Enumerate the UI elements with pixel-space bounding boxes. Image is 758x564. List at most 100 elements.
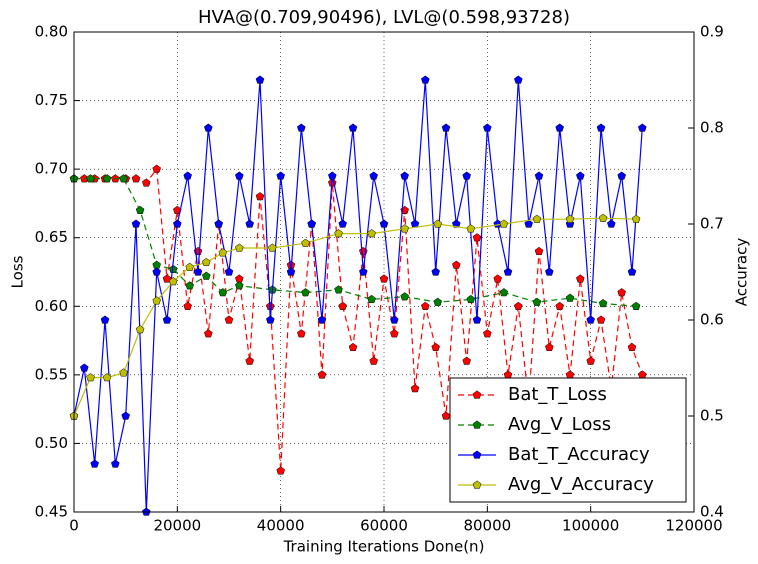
point xyxy=(631,301,641,310)
point xyxy=(514,75,523,84)
point xyxy=(119,174,128,183)
point xyxy=(218,288,228,297)
point xyxy=(421,75,430,84)
x-tick-label: 80000 xyxy=(463,517,511,535)
point xyxy=(111,459,120,468)
point xyxy=(162,315,172,324)
point xyxy=(514,301,523,310)
point xyxy=(218,248,228,257)
x-tick-label: 60000 xyxy=(360,517,408,535)
point xyxy=(268,243,277,252)
point xyxy=(503,370,513,379)
point xyxy=(452,260,461,269)
point xyxy=(441,411,451,420)
point xyxy=(627,342,637,352)
point xyxy=(565,214,575,223)
point xyxy=(545,267,554,276)
plot-frame xyxy=(73,31,695,513)
y-tick-label: 0.75 xyxy=(35,91,68,109)
y-tick-label: 0.45 xyxy=(35,503,68,521)
point xyxy=(245,219,254,228)
point xyxy=(334,229,343,238)
point xyxy=(301,238,310,247)
point xyxy=(121,411,130,420)
point xyxy=(503,267,513,276)
y2-tick-label: 0.5 xyxy=(700,407,724,425)
point xyxy=(576,171,585,180)
point xyxy=(168,277,178,286)
point xyxy=(276,466,285,475)
point xyxy=(348,342,358,352)
point xyxy=(493,274,502,283)
point xyxy=(307,219,316,228)
point xyxy=(202,257,211,267)
point xyxy=(483,329,492,338)
point xyxy=(131,219,141,228)
point xyxy=(86,174,95,183)
point xyxy=(102,373,112,382)
point xyxy=(266,315,275,324)
point xyxy=(431,342,440,352)
y2-axis-label: Accuracy xyxy=(733,238,751,307)
point xyxy=(545,342,554,352)
point xyxy=(379,274,389,283)
point xyxy=(532,214,542,223)
point xyxy=(224,267,234,276)
point xyxy=(185,281,194,290)
point xyxy=(338,219,347,228)
point xyxy=(627,267,637,276)
point xyxy=(410,384,420,393)
point xyxy=(334,285,343,294)
point xyxy=(168,264,178,273)
point xyxy=(301,288,310,297)
point xyxy=(499,219,509,228)
series-line xyxy=(74,178,637,307)
point xyxy=(555,123,564,132)
x-tick-label: 40000 xyxy=(257,517,305,535)
point xyxy=(607,219,616,228)
point xyxy=(565,370,575,379)
point xyxy=(235,281,244,290)
point xyxy=(617,171,626,180)
point xyxy=(102,174,112,183)
point xyxy=(185,262,194,271)
point xyxy=(367,229,376,238)
point xyxy=(245,356,254,365)
point xyxy=(598,298,608,308)
point xyxy=(617,288,626,297)
point xyxy=(286,267,296,276)
legend-marker xyxy=(472,450,482,459)
point xyxy=(235,274,244,283)
point xyxy=(152,260,161,269)
y2-tick-label: 0.9 xyxy=(700,23,724,41)
x-tick-label: 100000 xyxy=(562,517,619,535)
point xyxy=(142,178,151,187)
point xyxy=(235,171,244,180)
y-tick-label: 0.65 xyxy=(35,228,68,246)
point xyxy=(338,301,347,310)
legend-label: Avg_V_Loss xyxy=(508,414,611,435)
point xyxy=(80,363,89,372)
y2-tick-label: 0.8 xyxy=(700,119,724,137)
point xyxy=(317,370,327,379)
point xyxy=(433,297,442,306)
point xyxy=(472,233,482,242)
point xyxy=(586,315,595,324)
point xyxy=(328,171,337,180)
point xyxy=(359,267,368,276)
series-line xyxy=(74,167,643,471)
legend-label: Bat_T_Loss xyxy=(508,384,607,405)
point xyxy=(152,164,161,173)
point xyxy=(255,75,265,84)
point xyxy=(276,171,285,180)
x-axis-label: Training Iterations Done(n) xyxy=(283,538,485,556)
point xyxy=(348,123,358,132)
point xyxy=(499,288,509,297)
point xyxy=(631,214,641,223)
legend-label: Avg_V_Accuracy xyxy=(508,474,654,495)
chart-title: HVA@(0.709,90496), LVL@(0.598,93728) xyxy=(198,7,570,28)
point xyxy=(441,123,451,132)
point xyxy=(119,368,128,377)
point xyxy=(235,243,244,252)
